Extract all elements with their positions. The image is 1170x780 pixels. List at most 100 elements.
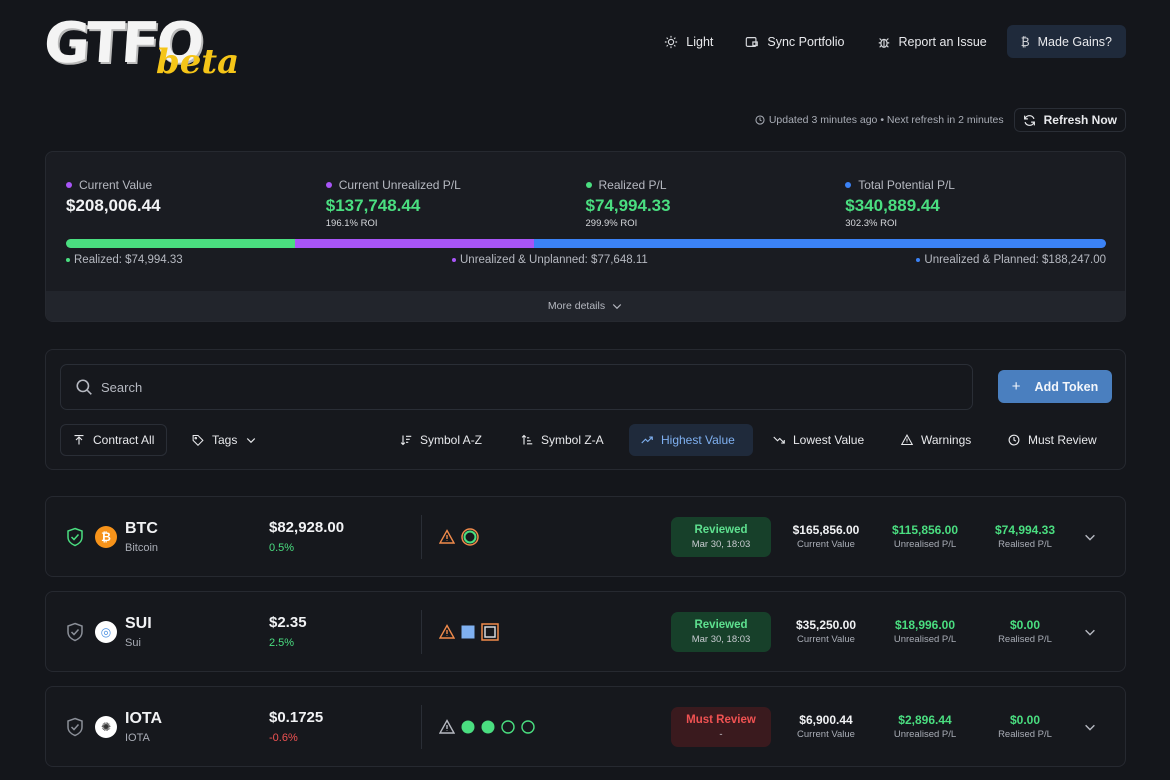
metric-value: $35,250.00 xyxy=(795,618,857,632)
stat-value: $74,994.33 xyxy=(585,196,671,215)
review-status-badge[interactable]: Reviewed Mar 30, 18:03 xyxy=(671,612,771,652)
token-name: Sui xyxy=(125,637,141,649)
expand-chevron-icon[interactable] xyxy=(1083,625,1097,639)
review-status-badge[interactable]: Must Review - xyxy=(671,707,771,747)
contract-all-button[interactable]: Contract All xyxy=(60,424,168,456)
current-value: $6,900.44 Current Value xyxy=(776,713,876,740)
bitcoin-coin-icon: ₿ xyxy=(95,526,117,548)
sort-symbol-za-button[interactable]: Symbol Z-A xyxy=(509,424,616,456)
made-gains-label: Made Gains? xyxy=(1037,34,1112,49)
metric-value: $2,896.44 xyxy=(898,713,952,727)
metric-value: $115,856.00 xyxy=(891,523,959,537)
chevron-down-icon xyxy=(247,438,256,444)
legend-dot xyxy=(916,258,921,262)
search-input[interactable]: Search xyxy=(101,379,143,395)
realised-pl: $74,994.33 Realised P/L xyxy=(975,523,1075,550)
token-symbol: SUI xyxy=(125,615,152,632)
metric-label: Realised P/L xyxy=(998,539,1052,550)
unrealised-pl: $115,856.00 Unrealised P/L xyxy=(875,523,975,550)
stat-roi: 299.9% ROI xyxy=(585,218,638,229)
token-symbol: IOTA xyxy=(125,710,163,727)
stat-realized-pl: Realized P/L $74,994.33 299.9% ROI xyxy=(585,178,846,229)
realised-pl: $0.00 Realised P/L xyxy=(975,713,1075,740)
clock-icon xyxy=(755,115,765,125)
stat-total-potential-pl: Total Potential P/L $340,889.44 302.3% R… xyxy=(845,178,1105,229)
target-ring-icon[interactable] xyxy=(461,528,479,546)
sync-portfolio-label: Sync Portfolio xyxy=(767,34,845,49)
sui-coin-icon: ◎ xyxy=(95,621,117,643)
refresh-now-button[interactable]: Refresh Now xyxy=(1013,108,1126,132)
token-change: 2.5% xyxy=(269,637,295,649)
sort-symbol-az-button[interactable]: Symbol A-Z xyxy=(388,424,494,456)
sort-highest-value-button[interactable]: Highest Value xyxy=(629,424,753,456)
warning-triangle-icon xyxy=(901,434,913,446)
sort-descending-icon xyxy=(521,434,533,445)
add-token-button[interactable]: + Add Token xyxy=(998,370,1112,403)
sort-ascending-icon xyxy=(400,435,412,446)
circle-outline-icon[interactable] xyxy=(501,720,515,734)
app-logo[interactable]: GTFO beta xyxy=(42,11,239,82)
metric-label: Current Value xyxy=(797,634,855,645)
token-name: Bitcoin xyxy=(125,542,159,554)
token-row-btc[interactable]: ₿ BTC Bitcoin $82,928.00 0.5% Reviewed M… xyxy=(45,496,1126,577)
shield-check-icon xyxy=(67,622,83,642)
iota-coin-icon: ✺ xyxy=(95,716,117,738)
token-row-sui[interactable]: ◎ SUI Sui $2.35 2.5% Reviewed Mar 30, 18… xyxy=(45,591,1126,672)
token-change: -0.6% xyxy=(269,732,298,744)
token-indicators xyxy=(439,527,479,547)
bar-segment-realized xyxy=(66,239,295,248)
metric-label: Realised P/L xyxy=(998,634,1052,645)
summary-stats: Current Value $208,006.44 Current Unreal… xyxy=(66,178,1105,229)
status-date: Mar 30, 18:03 xyxy=(691,539,751,550)
circle-filled-icon[interactable] xyxy=(461,720,475,734)
search-box[interactable]: Search xyxy=(60,364,973,410)
metric-value: $18,996.00 xyxy=(894,618,956,632)
square-outline-icon[interactable] xyxy=(481,623,499,641)
plus-icon: + xyxy=(1011,378,1021,395)
more-details-label: More details xyxy=(547,300,606,312)
warning-triangle-icon[interactable] xyxy=(439,529,455,545)
expand-chevron-icon[interactable] xyxy=(1083,530,1097,544)
light-mode-button[interactable]: Light xyxy=(648,25,729,58)
legend-realized: Realized: $74,994.33 xyxy=(66,254,183,266)
circle-outline-icon[interactable] xyxy=(521,720,535,734)
made-gains-button[interactable]: ₿ Made Gains? xyxy=(1006,25,1126,58)
stat-value: $340,889.44 xyxy=(845,196,940,215)
search-icon xyxy=(76,379,92,395)
warnings-filter-button[interactable]: Warnings xyxy=(889,424,983,456)
expand-chevron-icon[interactable] xyxy=(1083,720,1097,734)
token-indicators xyxy=(439,717,535,737)
token-price: $0.1725 xyxy=(269,709,324,726)
metric-label: Current Value xyxy=(797,729,855,740)
circle-filled-icon[interactable] xyxy=(481,720,495,734)
report-issue-button[interactable]: Report an Issue xyxy=(861,25,1003,58)
sort-lowest-value-button[interactable]: Lowest Value xyxy=(761,424,876,456)
square-filled-icon[interactable] xyxy=(461,625,475,639)
highest-value-label: Highest Value xyxy=(661,433,735,447)
metric-value: $165,856.00 xyxy=(792,523,860,537)
shield-check-icon xyxy=(67,527,83,547)
bitcoin-icon: ₿ xyxy=(1020,34,1030,49)
unrealised-pl: $2,896.44 Unrealised P/L xyxy=(875,713,975,740)
token-filter-card: Search + Add Token Contract All Tags Sym… xyxy=(45,349,1126,470)
pl-breakdown-bar xyxy=(66,239,1106,248)
sync-portfolio-button[interactable]: Sync Portfolio xyxy=(729,25,860,58)
divider xyxy=(421,610,422,654)
divider xyxy=(421,515,422,559)
legend-dot xyxy=(452,258,456,262)
token-row-iota[interactable]: ✺ IOTA IOTA $0.1725 -0.6% Must Review - … xyxy=(45,686,1126,767)
more-details-toggle[interactable]: More details xyxy=(46,291,1125,321)
beta-badge: beta xyxy=(156,42,240,82)
token-symbol: BTC xyxy=(125,520,158,537)
tags-dropdown[interactable]: Tags xyxy=(180,424,269,456)
must-review-filter-button[interactable]: Must Review xyxy=(996,424,1109,456)
review-status-badge[interactable]: Reviewed Mar 30, 18:03 xyxy=(671,517,771,557)
update-status: Updated 3 minutes ago • Next refresh in … xyxy=(755,114,1004,126)
stat-label: Realized P/L xyxy=(598,178,667,192)
warning-triangle-icon[interactable] xyxy=(439,624,455,640)
warning-triangle-icon[interactable] xyxy=(439,719,455,735)
current-value: $165,856.00 Current Value xyxy=(776,523,876,550)
stat-value: $137,748.44 xyxy=(325,196,421,215)
status-title: Reviewed xyxy=(694,619,748,631)
clock-icon xyxy=(1008,434,1020,446)
